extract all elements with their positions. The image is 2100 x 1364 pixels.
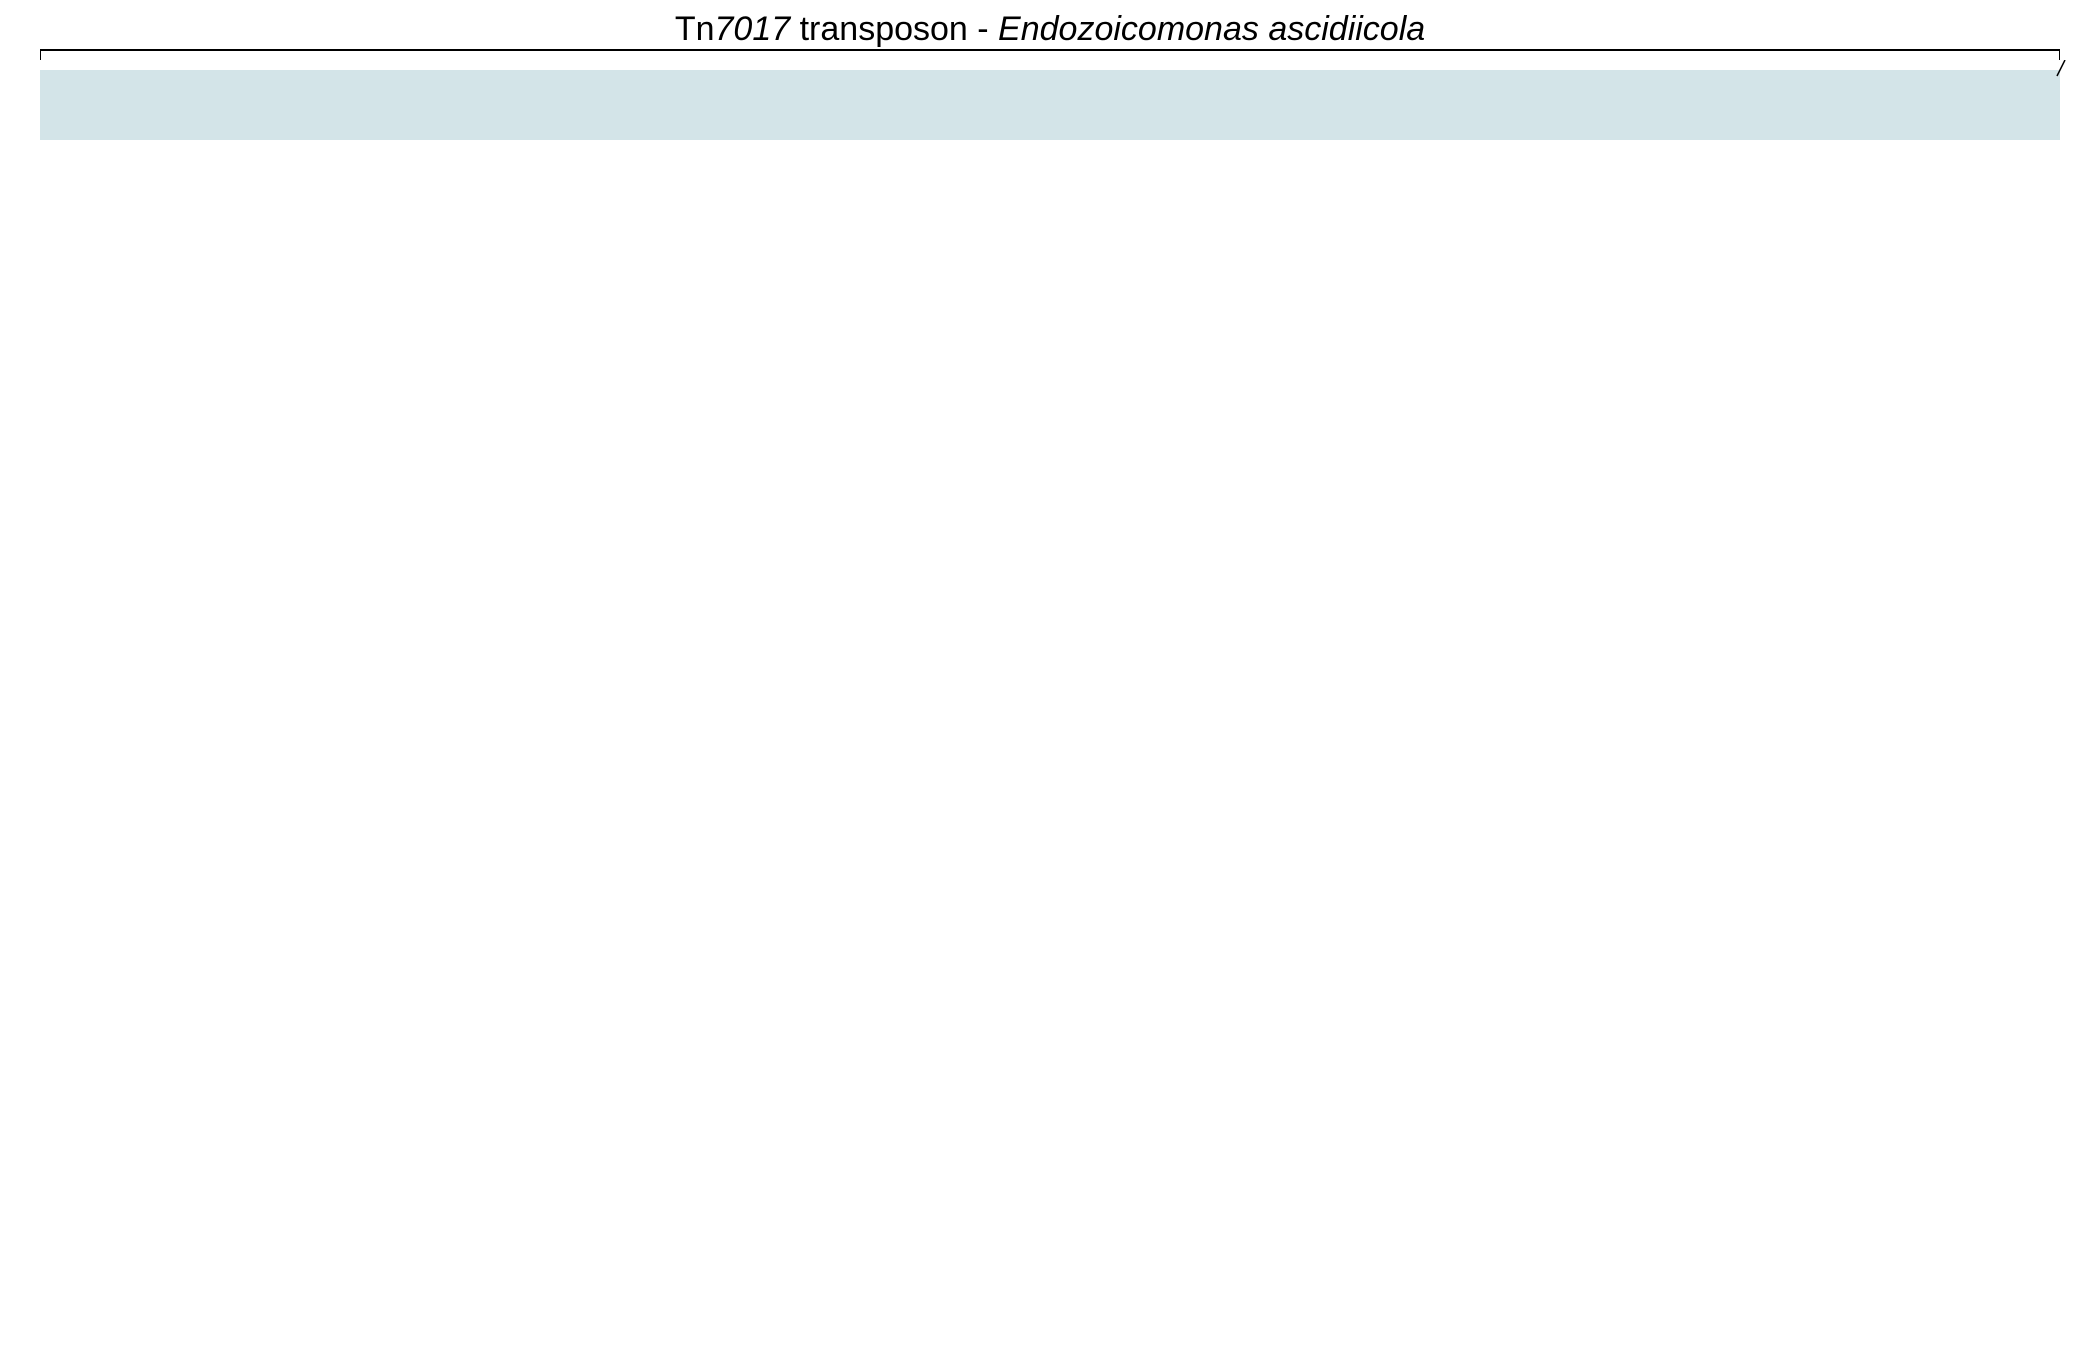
tree-svg [40, 270, 1060, 1330]
panelD [1110, 740, 2070, 1340]
panelD-svg [1110, 740, 2070, 1340]
phylogenetic-tree [40, 270, 1060, 1330]
panelA-title: Tn7017 transposon - Endozoicomonas ascid… [100, 10, 2000, 49]
panelC-svg [1110, 280, 2070, 700]
panelA-bracket [40, 48, 2060, 62]
panelA-title-text: Tn7017 transposon - Endozoicomonas ascid… [675, 10, 1425, 48]
figure: Tn7017 transposon - Endozoicomonas ascid… [0, 0, 2100, 1364]
colored-genes [40, 70, 2100, 140]
panelC [1110, 280, 2070, 700]
